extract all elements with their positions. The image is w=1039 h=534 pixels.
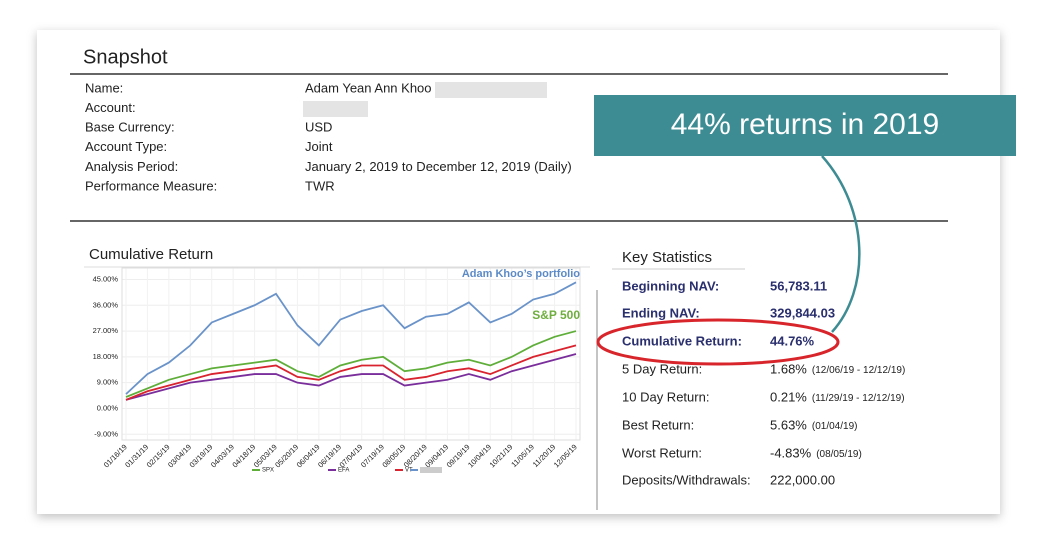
annotation: S&P 500 xyxy=(532,308,580,322)
redacted xyxy=(435,82,547,98)
field-value: USD xyxy=(305,120,332,135)
callout-text: 44% returns in 2019 xyxy=(671,108,940,141)
series-line xyxy=(125,353,577,401)
series-line xyxy=(125,281,577,395)
stat-value: 0.21% (11/29/19 - 12/12/19) xyxy=(770,389,905,404)
snapshot-fields: Name: Adam Yean Ann Khoo Account: Base Curr… xyxy=(85,80,572,193)
callout-box xyxy=(594,95,1016,156)
y-tick-label: -9.00% xyxy=(94,429,118,438)
stat-label: Beginning NAV: xyxy=(622,278,719,293)
stat-note: (01/04/19) xyxy=(812,421,858,432)
field-value: Joint xyxy=(305,139,333,154)
legend-label: SPX xyxy=(262,468,274,474)
plot-frame xyxy=(121,267,581,441)
stat-label: Deposits/Withdrawals: xyxy=(622,472,751,487)
stat-value: -4.83% (08/05/19) xyxy=(770,445,862,460)
stat-note: (12/06/19 - 12/12/19) xyxy=(812,365,905,376)
stat-label: Cumulative Return: xyxy=(622,333,742,348)
y-tick-label: 18.00% xyxy=(93,352,119,361)
stat-value: 222,000.00 xyxy=(770,472,835,487)
y-tick-label: 36.00% xyxy=(93,300,119,309)
y-tick-label: 27.00% xyxy=(93,326,119,335)
stat-label: 5 Day Return: xyxy=(622,361,702,376)
stat-value: 329,844.03 xyxy=(770,305,835,320)
y-tick-label: 9.00% xyxy=(97,378,119,387)
stat-label: 10 Day Return: xyxy=(622,389,709,404)
legend-redacted xyxy=(420,467,442,473)
stat-value: 44.76% xyxy=(770,333,815,348)
field-label: Account: xyxy=(85,100,136,115)
field-value: TWR xyxy=(305,178,335,193)
stat-value: 56,783.11 xyxy=(770,278,827,293)
key-stats-title: Key Statistics xyxy=(622,249,712,266)
field-value: Adam Yean Ann Khoo xyxy=(305,80,432,95)
legend-label: EFA xyxy=(338,468,349,474)
snapshot-title: Snapshot xyxy=(83,46,168,68)
redacted xyxy=(303,101,368,117)
field-label: Name: xyxy=(85,80,123,95)
field-value: January 2, 2019 to December 12, 2019 (Da… xyxy=(305,159,572,174)
field-label: Account Type: xyxy=(85,139,167,154)
y-tick-label: 0.00% xyxy=(97,403,119,412)
annotation: Adam Khoo’s portfolio xyxy=(462,268,580,280)
series-line xyxy=(125,344,577,401)
field-label: Base Currency: xyxy=(85,120,175,135)
stat-note: (08/05/19) xyxy=(816,449,862,460)
legend-label: VT xyxy=(405,468,413,474)
stat-label: Ending NAV: xyxy=(622,305,700,320)
key-stats: Beginning NAV: 56,783.11 Ending NAV: 329,84… xyxy=(622,278,905,487)
chart-title: Cumulative Return xyxy=(89,246,213,263)
field-label: Performance Measure: xyxy=(85,178,217,193)
stat-value: 1.68% (12/06/19 - 12/12/19) xyxy=(770,361,905,376)
series-line xyxy=(125,330,577,398)
callout-connector xyxy=(821,155,861,333)
stat-note: (11/29/19 - 12/12/19) xyxy=(812,393,905,404)
stat-label: Worst Return: xyxy=(622,445,702,460)
stat-value: 5.63% (01/04/19) xyxy=(770,417,857,432)
field-label: Analysis Period: xyxy=(85,159,178,174)
y-tick-label: 45.00% xyxy=(93,274,119,283)
stat-label: Best Return: xyxy=(622,417,694,432)
highlight-ellipse xyxy=(596,318,840,366)
